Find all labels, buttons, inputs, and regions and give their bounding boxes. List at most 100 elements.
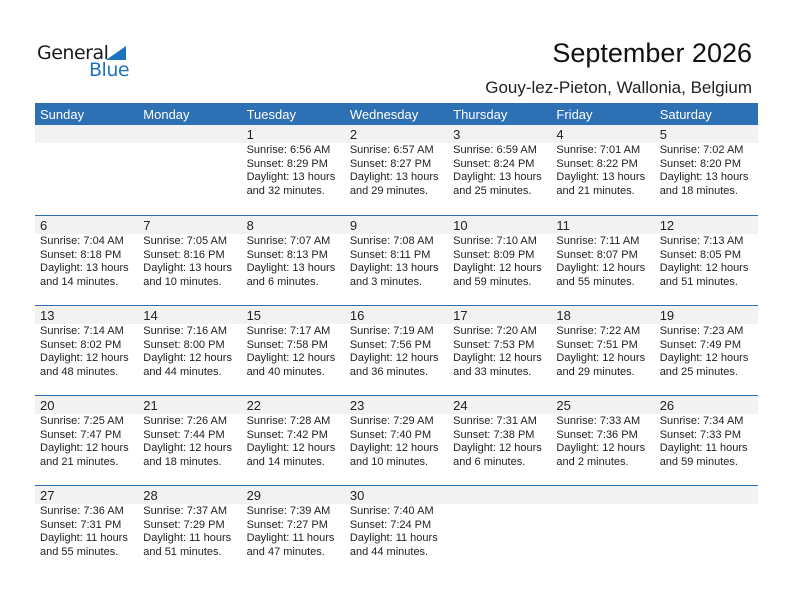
sunrise-text: Sunrise: 7:17 AM bbox=[246, 325, 331, 337]
sunset-text: Sunset: 8:24 PM bbox=[453, 157, 535, 170]
daylight1-text: Daylight: 12 hours bbox=[143, 352, 232, 364]
sunset-text: Sunset: 7:53 PM bbox=[453, 338, 535, 351]
daylight2-text: and 29 minutes. bbox=[349, 184, 429, 197]
daylight2-text: and 25 minutes. bbox=[659, 365, 738, 378]
daylight2-text: and 55 minutes. bbox=[40, 545, 119, 558]
sunrise-text: Sunrise: 7:07 AM bbox=[246, 235, 331, 247]
daylight2-text: and 55 minutes. bbox=[556, 275, 635, 288]
sunrise-text: Sunrise: 7:31 AM bbox=[453, 415, 537, 427]
daylight2-text: and 47 minutes. bbox=[246, 545, 325, 558]
weekday-monday: Monday bbox=[143, 107, 190, 122]
day-cell: Sunrise: 7:10 AM Sunset: 8:09 PM Daylight:… bbox=[448, 234, 551, 289]
day-number: 18 bbox=[556, 308, 571, 323]
day-number: 3 bbox=[453, 127, 461, 142]
sunset-text: Sunset: 7:49 PM bbox=[659, 338, 742, 351]
daylight2-text: and 6 minutes. bbox=[246, 275, 319, 288]
sunset-text: Sunset: 8:18 PM bbox=[40, 248, 122, 261]
day-cell: Sunrise: 7:04 AM Sunset: 8:18 PM Daylight:… bbox=[35, 234, 138, 289]
week-row: 13 14 15 16 17 18 19 Sunrise: 7:14 AM Sunset: 8:… bbox=[35, 305, 758, 395]
day-cell: Sunrise: 7:13 AM Sunset: 8:05 PM Daylight:… bbox=[655, 234, 758, 289]
sunrise-text: Sunrise: 7:01 AM bbox=[556, 144, 641, 156]
sunrise-text: Sunrise: 7:11 AM bbox=[556, 235, 640, 247]
day-number: 9 bbox=[349, 218, 358, 233]
daylight2-text: and 18 minutes. bbox=[659, 184, 738, 197]
sunset-text: Sunset: 7:51 PM bbox=[556, 338, 638, 351]
daylight1-text: Daylight: 11 hours bbox=[143, 532, 232, 544]
day-details-row: Sunrise: 7:36 AM Sunset: 7:31 PM Daylight:… bbox=[35, 504, 758, 559]
day-number: 10 bbox=[453, 218, 468, 233]
day-number: 1 bbox=[246, 127, 254, 142]
daylight1-text: Daylight: 12 hours bbox=[453, 352, 542, 364]
day-details-row: Sunrise: 7:25 AM Sunset: 7:47 PM Daylight:… bbox=[35, 414, 758, 469]
daylight1-text: Daylight: 13 hours bbox=[246, 262, 336, 274]
sunrise-text: Sunrise: 7:23 AM bbox=[659, 325, 744, 337]
day-cell bbox=[655, 504, 758, 559]
daylight2-text: and 59 minutes. bbox=[659, 455, 738, 468]
sunset-text: Sunset: 8:27 PM bbox=[349, 157, 432, 170]
sunrise-text: Sunrise: 7:14 AM bbox=[40, 325, 124, 337]
day-number: 8 bbox=[246, 218, 254, 233]
sunrise-text: Sunrise: 6:56 AM bbox=[246, 144, 331, 156]
daylight1-text: Daylight: 11 hours bbox=[246, 532, 335, 544]
daylight1-text: Daylight: 12 hours bbox=[556, 262, 646, 274]
sunset-text: Sunset: 7:44 PM bbox=[143, 428, 225, 441]
sunrise-text: Sunrise: 6:57 AM bbox=[349, 144, 434, 156]
week-row: 1 2 3 4 5 Sunrise: 6:56 AM Sunset: 8:29 PM Dayl… bbox=[35, 125, 758, 215]
sunrise-text: Sunrise: 7:02 AM bbox=[659, 144, 744, 156]
day-number: 21 bbox=[143, 398, 158, 413]
date-strip: 1 2 3 4 5 bbox=[35, 125, 758, 143]
daylight2-text: and 44 minutes. bbox=[349, 545, 429, 558]
sunset-text: Sunset: 8:29 PM bbox=[246, 157, 328, 170]
daylight2-text: and 21 minutes. bbox=[40, 455, 119, 468]
daylight2-text: and 44 minutes. bbox=[143, 365, 222, 378]
sunrise-text: Sunrise: 7:39 AM bbox=[246, 505, 331, 517]
sunset-text: Sunset: 8:16 PM bbox=[143, 248, 225, 261]
sunset-text: Sunset: 8:09 PM bbox=[453, 248, 535, 261]
sunset-text: Sunset: 7:58 PM bbox=[246, 338, 328, 351]
sunrise-text: Sunrise: 6:59 AM bbox=[453, 144, 537, 156]
daylight1-text: Daylight: 13 hours bbox=[143, 262, 232, 274]
daylight1-text: Daylight: 12 hours bbox=[246, 442, 336, 454]
sunrise-text: Sunrise: 7:20 AM bbox=[453, 325, 537, 337]
sunrise-text: Sunrise: 7:36 AM bbox=[40, 505, 124, 517]
day-number: 20 bbox=[40, 398, 55, 413]
day-number: 25 bbox=[556, 398, 571, 413]
day-cell: Sunrise: 7:36 AM Sunset: 7:31 PM Daylight:… bbox=[35, 504, 138, 559]
daylight2-text: and 21 minutes. bbox=[556, 184, 635, 197]
day-cell: Sunrise: 7:33 AM Sunset: 7:36 PM Daylight:… bbox=[551, 414, 654, 469]
weekday-saturday: Saturday bbox=[659, 107, 712, 122]
location-subtitle: Gouy-lez-Pieton, Wallonia, Belgium bbox=[485, 78, 752, 97]
daylight1-text: Daylight: 11 hours bbox=[659, 442, 748, 454]
daylight1-text: Daylight: 12 hours bbox=[453, 262, 542, 274]
day-number: 19 bbox=[659, 308, 675, 323]
day-number bbox=[655, 486, 758, 504]
daylight2-text: and 40 minutes. bbox=[246, 365, 325, 378]
sunset-text: Sunset: 8:05 PM bbox=[659, 248, 742, 261]
day-cell: Sunrise: 7:26 AM Sunset: 7:44 PM Daylight:… bbox=[138, 414, 241, 469]
day-cell: Sunrise: 7:19 AM Sunset: 7:56 PM Daylight:… bbox=[345, 324, 448, 379]
logo-word-general: General bbox=[37, 42, 109, 64]
daylight2-text: and 3 minutes. bbox=[349, 275, 422, 288]
day-number: 15 bbox=[246, 308, 262, 323]
day-cell: Sunrise: 7:31 AM Sunset: 7:38 PM Daylight:… bbox=[448, 414, 551, 469]
sunset-text: Sunset: 7:24 PM bbox=[349, 518, 432, 531]
daylight2-text: and 51 minutes. bbox=[659, 275, 738, 288]
week-row: 6 7 8 9 10 11 12 Sunrise: 7:04 AM Sunset: 8:18 P… bbox=[35, 215, 758, 305]
daylight2-text: and 18 minutes. bbox=[143, 455, 222, 468]
daylight1-text: Daylight: 12 hours bbox=[659, 352, 749, 364]
day-number: 13 bbox=[40, 308, 55, 323]
date-strip: 27 28 29 30 bbox=[35, 486, 758, 504]
day-cell: Sunrise: 7:20 AM Sunset: 7:53 PM Daylight:… bbox=[448, 324, 551, 379]
daylight2-text: and 2 minutes. bbox=[556, 455, 629, 468]
date-strip: 20 21 22 23 24 25 26 bbox=[35, 396, 758, 414]
weekday-header: Sunday Monday Tuesday Wednesday Thursday Frid… bbox=[35, 103, 758, 125]
date-strip: 6 7 8 9 10 11 12 bbox=[35, 216, 758, 234]
sunset-text: Sunset: 7:56 PM bbox=[349, 338, 432, 351]
day-number: 29 bbox=[246, 488, 262, 503]
daylight1-text: Daylight: 11 hours bbox=[349, 532, 438, 544]
day-details-row: Sunrise: 7:14 AM Sunset: 8:02 PM Daylight:… bbox=[35, 324, 758, 379]
sunrise-text: Sunrise: 7:25 AM bbox=[40, 415, 124, 427]
sunrise-text: Sunrise: 7:04 AM bbox=[40, 235, 124, 247]
daylight2-text: and 14 minutes. bbox=[40, 275, 119, 288]
sunrise-text: Sunrise: 7:40 AM bbox=[349, 505, 434, 517]
